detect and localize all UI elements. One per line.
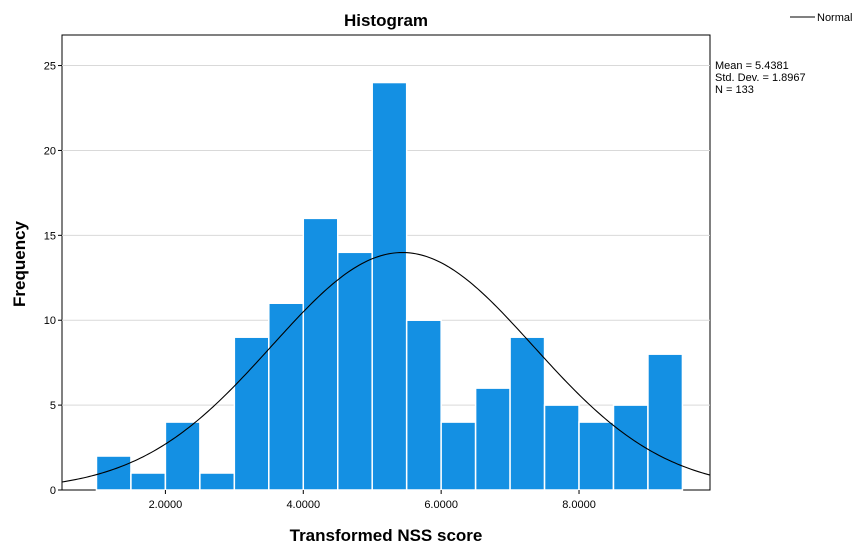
histogram-bar (543, 404, 580, 491)
histogram-bar (405, 319, 442, 491)
histogram-bar (268, 302, 305, 491)
histogram-bar (440, 421, 477, 491)
normal-curve (61, 251, 711, 483)
y-tick-label: 0 (50, 485, 56, 497)
stat-n: N = 133 (715, 84, 754, 96)
legend-label: Normal (817, 12, 852, 24)
histogram-bars (95, 81, 684, 491)
y-tick-label: 10 (44, 315, 56, 327)
y-axis-ticks: 0 5 10 15 20 25 (44, 61, 62, 497)
x-tick-label: 4.0000 (286, 499, 320, 511)
x-tick-label: 2.0000 (149, 499, 183, 511)
histogram-bar (336, 251, 373, 491)
chart-title: Histogram (344, 11, 428, 30)
y-tick-label: 5 (50, 400, 56, 412)
y-tick-label: 15 (44, 230, 56, 242)
histogram-bar (130, 472, 167, 491)
histogram-bar (647, 353, 684, 491)
histogram-bar (612, 404, 649, 491)
x-axis-title: Transformed NSS score (290, 526, 483, 545)
stat-mean: Mean = 5.4381 (715, 60, 789, 72)
x-tick-label: 8.0000 (562, 499, 596, 511)
histogram-bar (199, 472, 236, 491)
histogram-bar (302, 217, 339, 491)
y-tick-label: 20 (44, 145, 56, 157)
histogram-bar (164, 421, 201, 491)
legend: Normal (790, 12, 852, 24)
x-tick-label: 6.0000 (424, 499, 458, 511)
y-axis-title: Frequency (10, 220, 29, 307)
y-tick-label: 25 (44, 61, 56, 73)
stats-box: Mean = 5.4381 Std. Dev. = 1.8967 N = 133 (715, 60, 806, 96)
histogram-bar (233, 336, 270, 491)
histogram-bar (371, 81, 408, 491)
histogram-bar (509, 336, 546, 491)
stat-std-dev: Std. Dev. = 1.8967 (715, 72, 806, 84)
histogram-bar (474, 387, 511, 491)
histogram-bar (578, 421, 615, 491)
x-axis-ticks: 2.0000 4.0000 6.0000 8.0000 (149, 490, 596, 511)
